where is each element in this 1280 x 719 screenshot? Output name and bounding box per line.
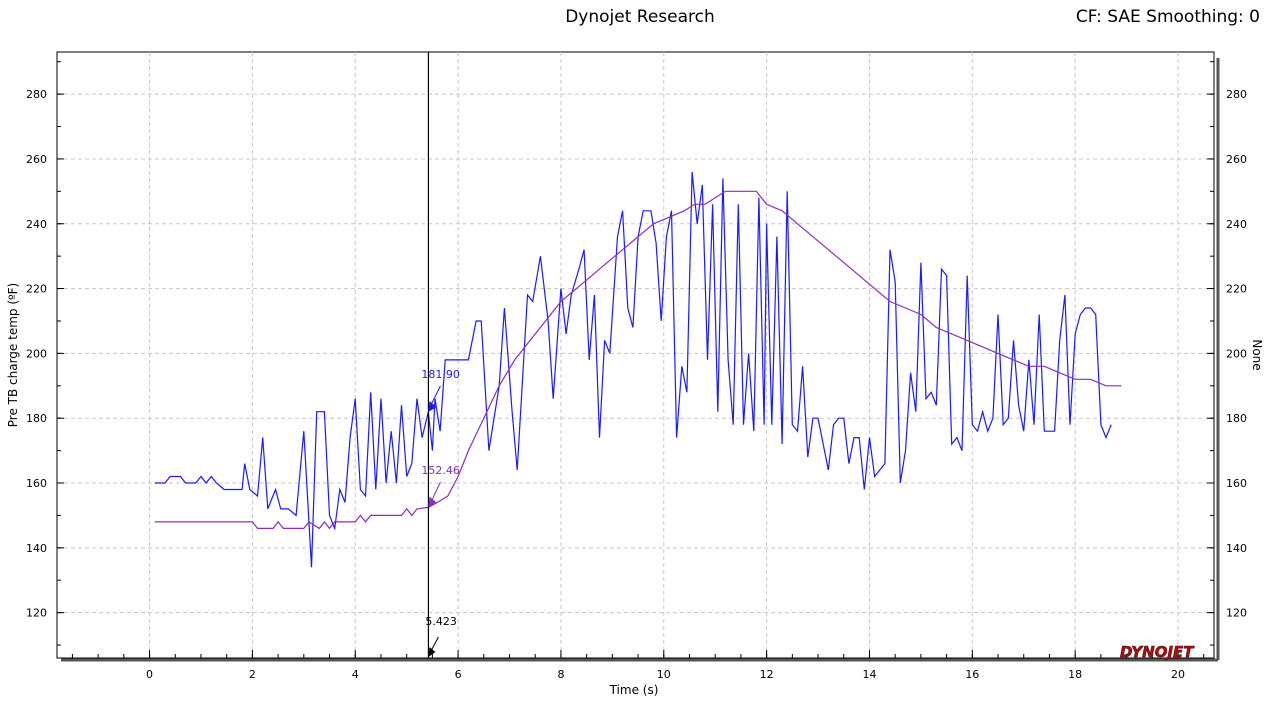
dynojet-logo: DYNOJET [1120, 643, 1196, 662]
tick-label-y-left: 140 [26, 542, 47, 555]
tick-label-y-right: 260 [1226, 153, 1247, 166]
x-axis: 0 2 4 6 8 10 12 14 16 18 20 [61, 650, 1218, 681]
cursor-series1-value: 181.90 [421, 368, 460, 381]
series-group [154, 171, 1122, 568]
tick-label-y-right: 180 [1226, 412, 1247, 425]
tick-label-x: 10 [657, 668, 671, 681]
tick-label-y-right: 140 [1226, 542, 1247, 555]
tick-label-y-left: 260 [26, 153, 47, 166]
cursor-x-value: 5.423 [425, 615, 457, 628]
tick-label-x: 2 [249, 668, 256, 681]
tick-label-x: 0 [146, 668, 153, 681]
cursor-group[interactable]: 5.423 181.90 152.46 [421, 52, 460, 658]
chart-title: Dynojet Research [565, 7, 715, 27]
cursor-series2-arrowhead [428, 496, 437, 508]
tick-label-x: 18 [1068, 668, 1082, 681]
y-axis-right: 120 140 160 180 200 220 240 260 280 [1207, 58, 1247, 660]
tick-label-x: 8 [557, 668, 564, 681]
cursor-series1-arrow [429, 385, 441, 407]
tick-label-x: 14 [862, 668, 876, 681]
x-axis-label: Time (s) [609, 683, 659, 697]
y-axis-left: 120 140 160 180 200 220 240 260 280 [26, 61, 64, 646]
tick-label-y-left: 240 [26, 218, 47, 231]
series-line-1 [154, 171, 1112, 568]
tick-label-x: 12 [760, 668, 774, 681]
tick-label-y-right: 220 [1226, 283, 1247, 296]
plot-area [56, 51, 1215, 659]
tick-label-x: 20 [1171, 668, 1185, 681]
tick-label-y-left: 200 [26, 347, 47, 360]
tick-label-y-right: 200 [1226, 347, 1247, 360]
tick-label-x: 6 [455, 668, 462, 681]
tick-label-x: 16 [965, 668, 979, 681]
tick-label-y-left: 180 [26, 412, 47, 425]
tick-label-y-left: 120 [26, 607, 47, 620]
tick-label-y-left: 280 [26, 88, 47, 101]
y-axis-label-left: Pre TB charge temp (ºF) [6, 283, 20, 428]
logo-text: DYNOJET [1120, 643, 1195, 661]
tick-label-y-right: 280 [1226, 88, 1247, 101]
tick-label-y-left: 160 [26, 477, 47, 490]
tick-label-y-left: 220 [26, 283, 47, 296]
cursor-series2-value: 152.46 [421, 464, 460, 477]
tick-label-x: 4 [352, 668, 359, 681]
grid-lines [57, 52, 1214, 658]
series-line-2 [154, 190, 1122, 530]
cursor-series1-arrowhead [428, 401, 437, 413]
tick-label-y-right: 120 [1226, 607, 1247, 620]
tick-label-y-right: 240 [1226, 218, 1247, 231]
correction-factor-info: CF: SAE Smoothing: 0 [1075, 7, 1260, 27]
y-axis-label-right: None [1250, 339, 1264, 370]
tick-label-y-right: 160 [1226, 477, 1247, 490]
cursor-x-arrowhead [428, 647, 436, 657]
